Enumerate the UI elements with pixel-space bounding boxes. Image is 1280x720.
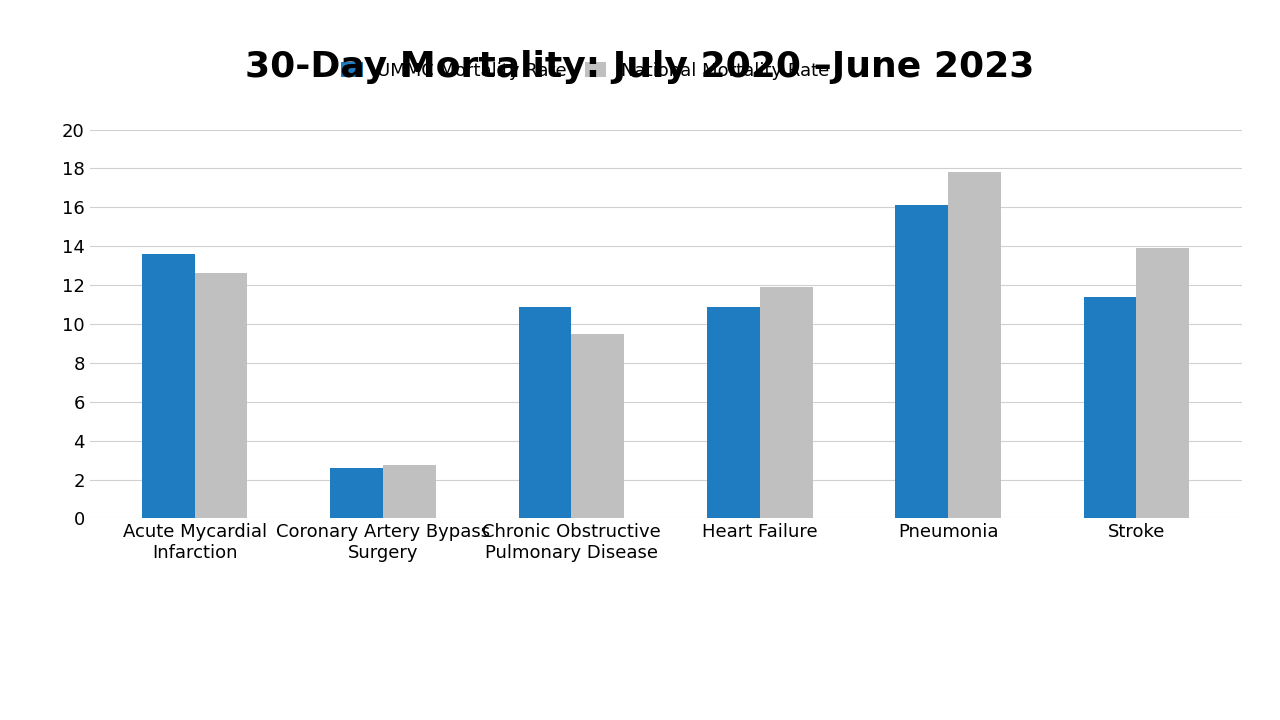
Bar (383, 465, 435, 518)
Bar (571, 333, 625, 518)
Bar (1084, 297, 1137, 518)
Text: 30-Day Mortality: July 2020 –June 2023: 30-Day Mortality: July 2020 –June 2023 (246, 50, 1034, 84)
Bar (195, 274, 247, 518)
Bar (760, 287, 813, 518)
Bar (142, 254, 195, 518)
Legend: UMMC Mortality Rate, National Mortality Rate: UMMC Mortality Rate, National Mortality … (332, 53, 838, 89)
Bar (948, 172, 1001, 518)
Bar (518, 307, 571, 518)
Bar (707, 307, 760, 518)
Bar (896, 205, 948, 518)
Bar (1137, 248, 1189, 518)
Bar (330, 468, 383, 518)
